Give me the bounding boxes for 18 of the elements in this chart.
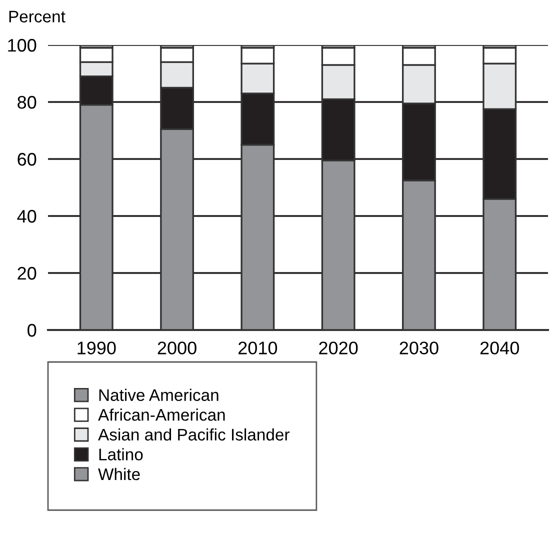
legend-label: African-American: [98, 408, 225, 421]
y-tick-label: 60: [18, 152, 36, 166]
x-tick-label: 2020: [319, 342, 358, 354]
x-tick-label: 2030: [400, 342, 438, 354]
y-tick-label: 0: [28, 324, 36, 337]
y-tick-label: 80: [18, 96, 36, 109]
legend-label: Native American: [99, 388, 218, 401]
legend-label: Latino: [99, 448, 143, 460]
y-tick-label: 40: [17, 210, 36, 223]
legend-label: Asian and Pacific Islander: [98, 428, 290, 441]
y-tick-label: 20: [18, 266, 36, 280]
x-tick-label: 2000: [158, 342, 196, 354]
y-axis-title: Percent: [9, 10, 66, 22]
x-tick-label: 1990: [78, 342, 116, 354]
y-tick-label: 100: [8, 38, 36, 52]
x-tick-label: 2040: [480, 342, 519, 354]
legend-label: White: [98, 468, 140, 480]
x-tick-label: 2010: [238, 342, 278, 354]
